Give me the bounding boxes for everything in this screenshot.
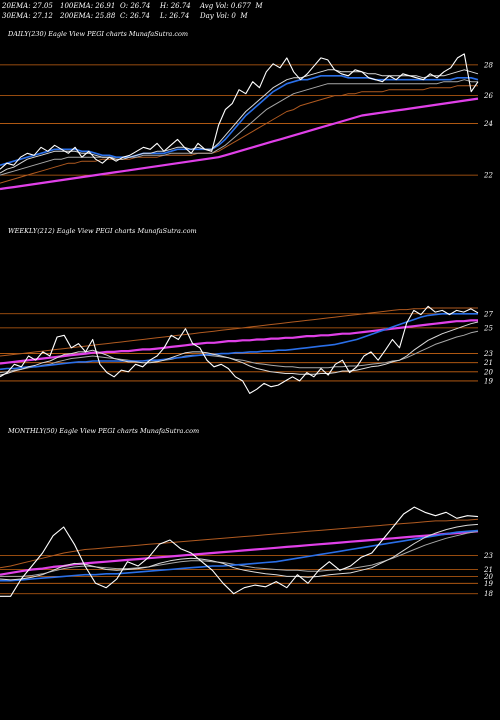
header-open: O: 26.74 [120,2,151,10]
weekly-ema-brown-line [0,307,478,357]
weekly-tick-label: 20 [483,368,493,376]
monthly-ema-fast-line [0,523,479,581]
weekly-tick-label: 21 [483,359,493,367]
monthly-tick-label: 19 [484,580,493,588]
header-100ema: 100EMA: 26.91 [60,2,116,10]
header-close: C: 26.74 [120,12,150,20]
monthly-ema-brown-line [0,518,479,569]
daily-tick-label: 24 [483,120,493,128]
weekly-tick-label: 25 [483,324,493,332]
daily-price-line [0,53,479,170]
weekly-price-line [0,305,479,394]
monthly-tick-label: 20 [483,573,493,581]
monthly-ema-blue-line [0,529,479,582]
daily-tick-label: 28 [483,61,493,69]
header-30ema: 30EMA: 27.12 [2,12,53,20]
daily-panel-label: DAILY(230) Eagle View PEGI charts Munafa… [7,30,188,38]
daily-ema-fast-line [0,69,479,174]
monthly-tick-label: 23 [483,552,493,560]
monthly-price-line [0,506,479,597]
header-high: H: 26.74 [160,2,191,10]
header-20ema: 20EMA: 27.05 [2,2,53,10]
daily-tick-label: 22 [483,172,493,180]
daily-ema-blue-line [0,75,479,166]
monthly-tick-label: 18 [484,590,493,598]
header-low: L: 26.74 [160,12,190,20]
monthly-tick-label: 21 [483,566,493,574]
daily-ema-slow-line [0,79,478,176]
weekly-tick-label: 27 [483,310,493,318]
weekly-ema-fast-line [0,321,479,376]
daily-ema-brown-line [0,85,478,184]
header-200ema: 200EMA: 25.88 [60,12,116,20]
header-day-vol: Day Vol: 0 M [200,12,248,20]
daily-tick-label: 26 [483,92,493,100]
daily-ema-pink-line [0,97,479,191]
weekly-ema-blue-line [0,312,478,371]
weekly-tick-label: 23 [483,350,493,358]
monthly-panel-label: MONTHLY(50) Eagle View PEGI charts Munaf… [7,427,199,435]
weekly-panel-label: WEEKLY(212) Eagle View PEGI charts Munaf… [8,227,197,235]
weekly-tick-label: 19 [484,377,493,385]
header-avg-vol: Avg Vol: 0.677 M [200,2,263,10]
weekly-ema-pink-line [0,319,478,365]
